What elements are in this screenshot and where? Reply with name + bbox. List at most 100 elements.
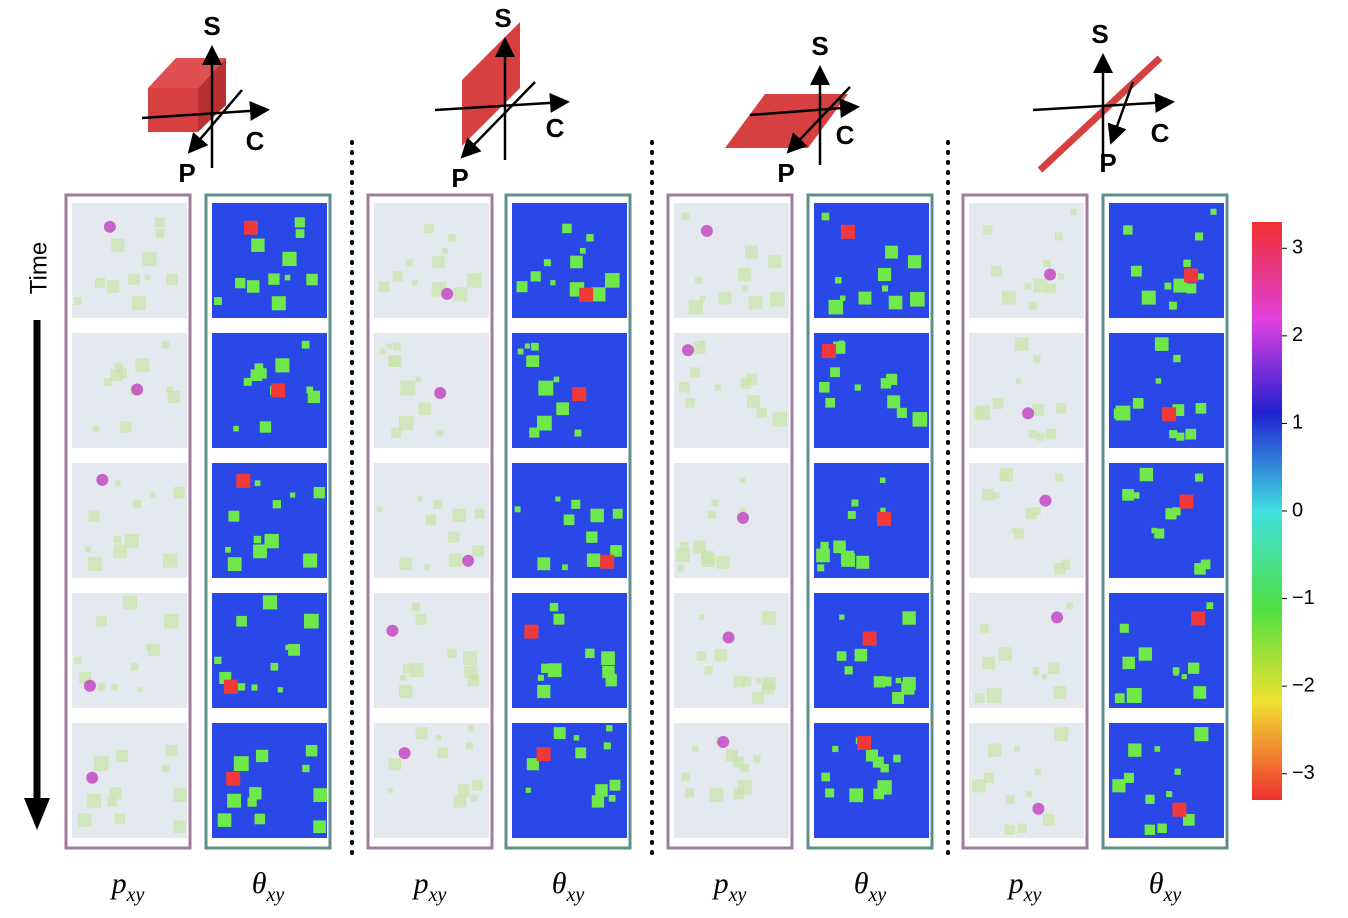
theta-blob: [1186, 283, 1197, 294]
column-label: θxy: [1149, 867, 1182, 906]
theta-blob: [1172, 404, 1185, 417]
symbol: θ: [1149, 867, 1164, 900]
p-blob: [1054, 727, 1069, 742]
theta-blob: [833, 540, 846, 554]
p-blob: [1015, 378, 1022, 384]
theta-blob: [1144, 824, 1156, 835]
p-blob: [1017, 823, 1027, 833]
theta-blob: [821, 212, 830, 221]
theta-blob: [233, 425, 239, 432]
p-blob: [409, 663, 424, 678]
p-blob: [114, 813, 126, 825]
p-blob: [132, 500, 141, 509]
p-blob: [992, 398, 1004, 409]
theta-map: [1109, 593, 1224, 708]
column-label: θxy: [854, 867, 887, 906]
p-blob: [399, 557, 413, 571]
p-blob: [688, 299, 704, 315]
theta-blob: [880, 378, 892, 389]
theta-blob: [844, 666, 853, 675]
p-blob: [982, 488, 994, 501]
theta-blob: [1122, 656, 1135, 670]
p-map: [969, 203, 1084, 318]
theta-blob: [1197, 273, 1204, 280]
p-blob: [109, 787, 122, 800]
p-blob: [676, 548, 690, 563]
p-blob: [1043, 259, 1051, 268]
p-blob: [87, 793, 102, 808]
theta-blob: [854, 384, 861, 391]
theta-blob: [251, 684, 258, 691]
theta-blob: [885, 245, 898, 259]
theta-blob: [1185, 428, 1197, 440]
p-defect: [1044, 268, 1057, 281]
theta-blob: [1130, 265, 1142, 277]
p-blob: [85, 546, 91, 553]
theta-blob: [270, 662, 279, 671]
p-blob: [982, 656, 995, 670]
axis: [434, 92, 570, 113]
p-blob: [393, 342, 401, 351]
p-blob: [1053, 686, 1067, 699]
p-blob: [1033, 278, 1048, 293]
p-blob: [119, 421, 132, 433]
theta-blob: [243, 377, 252, 386]
theta-blob: [1174, 768, 1181, 775]
p-map: [374, 593, 489, 708]
colorbar-tick-label: 0: [1292, 499, 1303, 521]
p-blob: [93, 756, 109, 772]
p-blob: [740, 378, 752, 389]
theta-blob: [591, 795, 605, 808]
p-defect: [737, 511, 750, 524]
p-blob: [148, 643, 160, 656]
p-blob: [714, 384, 721, 391]
p-blob: [437, 747, 449, 759]
p-blob: [106, 280, 120, 293]
p-blob: [753, 754, 761, 763]
p-blob: [1036, 432, 1045, 441]
p-blob: [95, 277, 106, 289]
theta-blob: [543, 259, 551, 267]
theta-defect: [536, 747, 551, 762]
colorbar-tick-label: 1: [1292, 412, 1303, 434]
column-label: θxy: [552, 867, 585, 906]
theta-blob: [538, 380, 554, 396]
p-blob: [685, 397, 696, 408]
theta-blob: [873, 788, 885, 800]
p-blob: [424, 223, 434, 234]
p-blob: [470, 794, 478, 802]
theta-map: [512, 203, 627, 318]
theta-blob: [294, 217, 305, 228]
p-defect: [86, 771, 99, 784]
time-arrow-head: [24, 798, 50, 830]
p-blob: [772, 412, 788, 427]
theta-blob: [586, 553, 601, 567]
axis: [187, 89, 243, 154]
theta-blob: [595, 784, 608, 797]
p-map: [969, 333, 1084, 448]
plane: [725, 94, 848, 148]
theta-blob: [879, 477, 886, 484]
theta-defect: [862, 631, 877, 646]
p-blob: [468, 725, 475, 732]
theta-blob: [825, 788, 835, 798]
theta-blob: [610, 545, 622, 557]
theta-blob: [254, 363, 264, 373]
theta-blob: [254, 480, 261, 487]
theta-blob: [529, 427, 540, 438]
p-blob: [681, 772, 691, 782]
p-blob: [87, 557, 102, 572]
p-blob: [677, 564, 685, 572]
column-frame: [1101, 193, 1229, 850]
p-blob: [1026, 791, 1033, 798]
p-map: [969, 593, 1084, 708]
theta-blob: [832, 745, 839, 753]
theta-blob: [313, 820, 326, 834]
theta-blob: [817, 564, 825, 572]
theta-map: [814, 463, 929, 578]
p-blob: [680, 541, 689, 550]
p-blob: [1032, 667, 1040, 674]
p-blob: [388, 356, 400, 368]
theta-blob: [907, 255, 922, 269]
p-blob: [696, 651, 707, 661]
